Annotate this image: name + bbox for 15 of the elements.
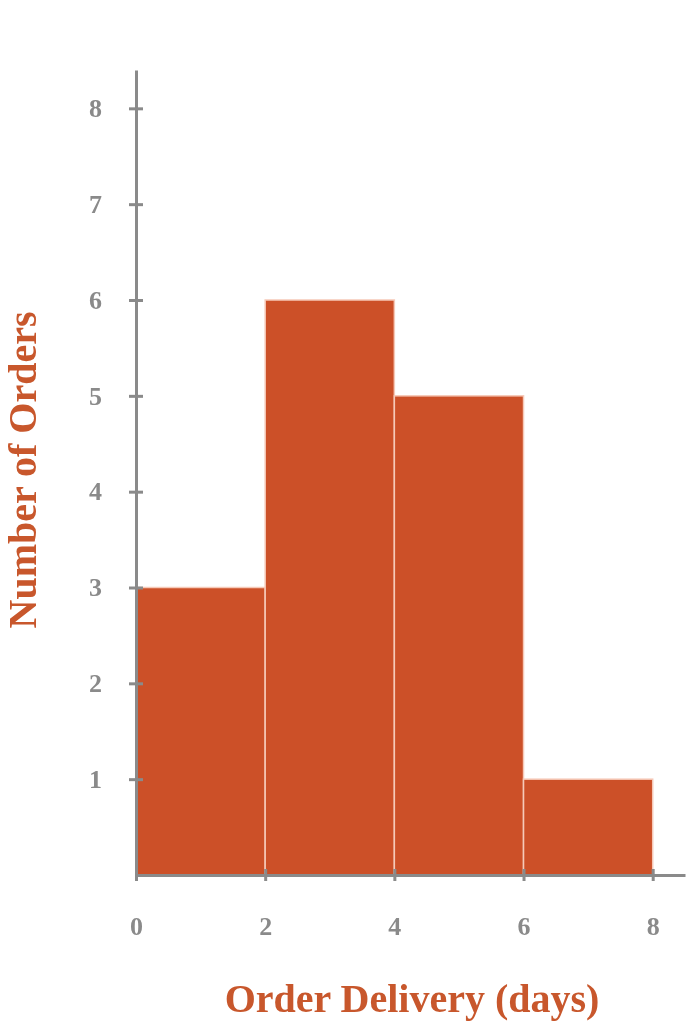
- x-tick-label: 6: [517, 912, 531, 942]
- y-tick-label: 7: [89, 189, 102, 219]
- x-tick-label: 0: [130, 912, 143, 942]
- y-tick-label: 4: [89, 477, 102, 507]
- x-tick-label: 8: [646, 912, 660, 942]
- y-tick-label: 6: [89, 285, 102, 315]
- y-tick-label: 1: [89, 764, 102, 794]
- y-tick-label: 8: [89, 94, 102, 124]
- x-tick-label: 4: [388, 912, 402, 942]
- y-tick-label: 3: [89, 573, 102, 603]
- y-tick-label: 2: [89, 669, 102, 699]
- y-axis-title: Number of Orders: [0, 311, 45, 629]
- y-tick-label: 5: [89, 381, 102, 411]
- x-tick-label: 2: [259, 912, 273, 942]
- x-axis-title: Order Delivery (days): [224, 976, 600, 1021]
